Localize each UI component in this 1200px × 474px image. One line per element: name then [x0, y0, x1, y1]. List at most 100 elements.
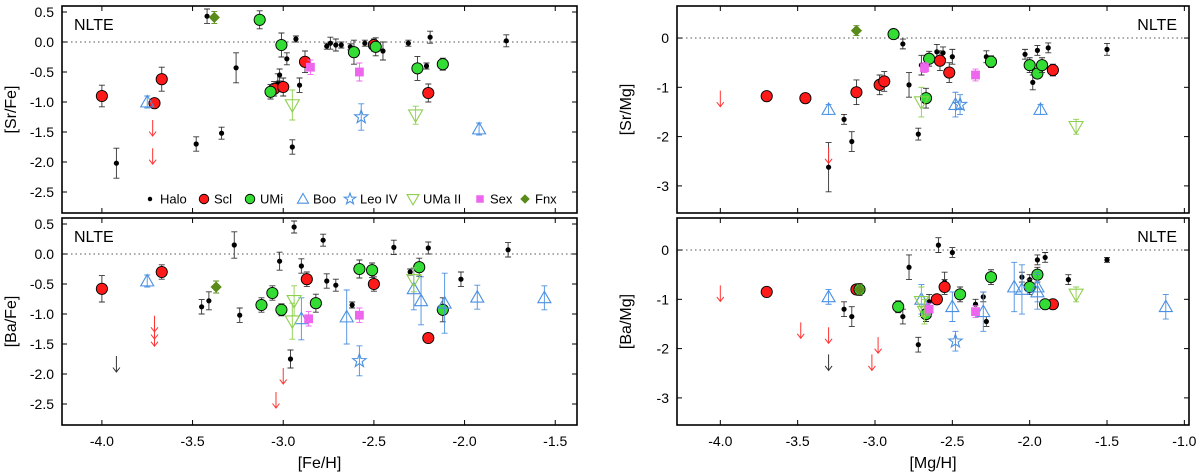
halo-point: [231, 242, 237, 248]
scl-point: [300, 273, 313, 286]
legend-item-boo: Boo: [296, 192, 336, 207]
umi-point: [366, 264, 379, 277]
halo-point: [900, 41, 906, 47]
legend-label: Halo: [160, 192, 187, 207]
y-tick-label: -2.5: [30, 184, 54, 200]
boo-error-bar: [474, 284, 481, 310]
halo-point: [349, 302, 355, 308]
boo-error-bar: [980, 291, 987, 332]
halo-point: [934, 49, 940, 55]
umi-point: [347, 46, 361, 59]
scl-point: [422, 331, 435, 345]
umi-point: [1023, 59, 1036, 72]
uma-ii-point: [407, 109, 424, 124]
halo-point: [380, 48, 386, 54]
scl-point: [95, 282, 108, 295]
y-tick-label: -1.0: [30, 94, 54, 110]
scl-point: [878, 75, 891, 88]
halo-point: [204, 13, 210, 19]
legend-item-uma-ii: UMa II: [406, 192, 461, 207]
scl-upper-limit-point: [874, 337, 882, 354]
halo-point: [287, 356, 294, 362]
scl-upper-limit-point: [148, 120, 157, 137]
halo-point: [324, 43, 330, 49]
y-tick-label: -2.0: [30, 154, 54, 170]
scl-upper-limit-point: [150, 330, 159, 348]
uma-ii-point: [286, 294, 303, 309]
scl-upper-limit-point: [148, 148, 157, 166]
legend-item-scl: Scl: [198, 192, 232, 207]
halo-point: [935, 242, 942, 248]
x-tick-label: -4.0: [90, 433, 114, 449]
halo-point: [458, 276, 464, 282]
halo-point: [1065, 277, 1071, 283]
boo-error-bar: [476, 122, 483, 136]
halo-point: [1104, 46, 1110, 52]
boo-point: [947, 96, 963, 110]
umi-point: [369, 40, 382, 53]
leo-iv-error-bar: [356, 345, 363, 377]
leo-iv-point: [951, 95, 969, 112]
legend-marker-fnx: [520, 194, 530, 204]
y-axis-title: [Ba/Mg]: [618, 294, 635, 349]
y-axis-title: [Sr/Fe]: [3, 85, 20, 133]
legend-label: Fnx: [535, 192, 557, 207]
panel-ba-mg: -4.0 -3.5 -3.0 -2.5 -2.0 -1.5 -1.0 0 -1 -2 -3 NLTE […: [618, 217, 1197, 472]
halo-point: [218, 130, 225, 136]
y-axis-title: [Ba/Fe]: [3, 296, 20, 348]
y-tick-label: 0.0: [35, 34, 55, 50]
boo-point: [406, 281, 422, 295]
halo-point: [940, 50, 946, 56]
data-points: [716, 237, 1174, 372]
legend-label: UMi: [260, 192, 283, 207]
halo-upper-limit-point: [112, 356, 121, 373]
umi-point: [253, 13, 266, 26]
legend-marker-halo: [147, 196, 153, 202]
scl-point: [938, 280, 951, 294]
leo-iv-point: [947, 332, 964, 349]
y-tick-label: -2.0: [30, 366, 54, 382]
boo-point: [1014, 281, 1030, 295]
leo-iv-error-bar: [358, 103, 365, 131]
halo-point: [1045, 45, 1051, 51]
halo-point: [391, 244, 397, 250]
scl-point: [930, 293, 943, 306]
halo-point: [284, 56, 290, 62]
fnx-point: [208, 11, 220, 23]
umi-point: [309, 297, 322, 310]
halo-point: [277, 72, 283, 78]
umi-point: [1036, 59, 1049, 72]
umi-point: [892, 300, 905, 313]
scl-point: [95, 89, 108, 103]
boo-error-bar: [441, 272, 448, 334]
legend-label: Scl: [214, 192, 232, 207]
legend-item-leo-iv: Leo IV: [342, 191, 398, 207]
fnx-point: [853, 283, 866, 296]
uma-ii-point: [1068, 120, 1085, 135]
scl-point: [850, 86, 863, 99]
y-tick-label: 0.0: [35, 246, 55, 262]
scl-point: [367, 277, 380, 291]
scl-upper-limit-point: [279, 368, 288, 385]
boo-error-bar: [298, 297, 305, 341]
x-axis-title: [Fe/H]: [298, 455, 342, 472]
halo-point: [324, 278, 330, 284]
halo-point: [362, 40, 368, 46]
boo-point: [471, 121, 487, 135]
umi-point: [353, 262, 366, 276]
y-tick-label: 0.5: [35, 4, 55, 20]
halo-point: [841, 306, 847, 312]
halo-upper-limit-point: [824, 354, 833, 372]
leo-iv-point: [353, 108, 370, 125]
scl-upper-limit-point: [824, 147, 833, 165]
sex-point: [924, 304, 934, 314]
halo-point: [206, 298, 212, 304]
y-tick-label: -3: [657, 178, 670, 194]
halo-point: [113, 160, 120, 166]
halo-point: [298, 263, 304, 269]
boo-point: [413, 293, 429, 307]
halo-point: [825, 164, 832, 170]
y-tick-label: -1.5: [30, 336, 54, 352]
umi-point: [275, 38, 288, 52]
halo-point: [427, 34, 433, 40]
